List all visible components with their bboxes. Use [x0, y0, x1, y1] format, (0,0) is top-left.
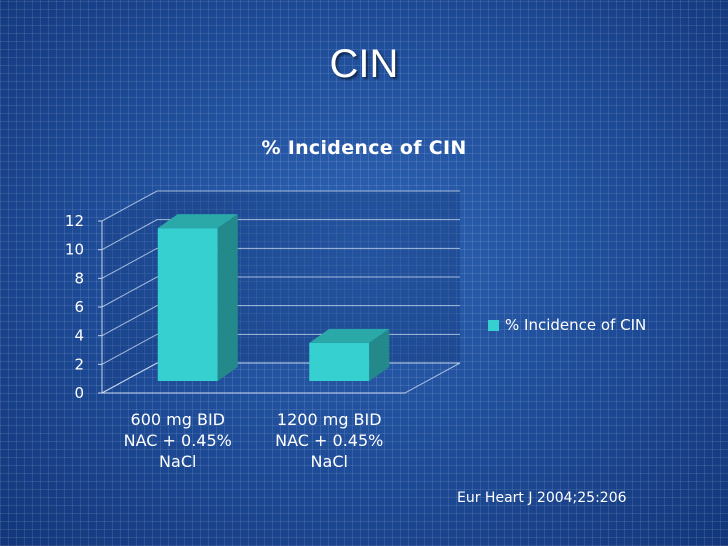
legend-swatch	[488, 319, 499, 331]
gridline	[101, 219, 460, 251]
bar-top	[157, 214, 238, 229]
gridline	[101, 247, 460, 279]
y-tick-label: 0	[74, 384, 84, 402]
source-citation: Eur Heart J 2004;25:206	[457, 490, 627, 506]
chart-title: % Incidence of CIN	[261, 137, 467, 159]
y-tick-label: 12	[65, 212, 84, 230]
x-tick-label: 1200 mg BID	[277, 410, 382, 429]
bar-top	[309, 328, 390, 343]
legend-label: % Incidence of CIN	[505, 316, 647, 334]
x-tick-label: 600 mg BID	[131, 410, 225, 429]
slide-title: CIN	[329, 42, 399, 86]
x-tick-label: NAC + 0.45%	[275, 431, 383, 450]
y-tick-label: 6	[74, 298, 84, 316]
bar	[309, 342, 370, 381]
bar-side	[369, 328, 390, 381]
gridline	[101, 305, 460, 337]
gridline	[101, 190, 460, 222]
x-tick-label: NaCl	[159, 452, 196, 471]
bar	[157, 228, 218, 381]
gridline	[101, 276, 460, 308]
y-tick-label: 10	[65, 241, 84, 259]
y-tick-label: 4	[74, 327, 84, 345]
chart-floor	[101, 362, 461, 394]
gridline	[101, 362, 460, 394]
x-tick-label: NAC + 0.45%	[124, 431, 232, 450]
bar-side	[217, 214, 238, 381]
y-tick-label: 2	[74, 355, 84, 373]
x-tick-label: NaCl	[311, 452, 348, 471]
y-tick-label: 8	[74, 269, 84, 287]
legend: % Incidence of CIN	[488, 316, 646, 334]
